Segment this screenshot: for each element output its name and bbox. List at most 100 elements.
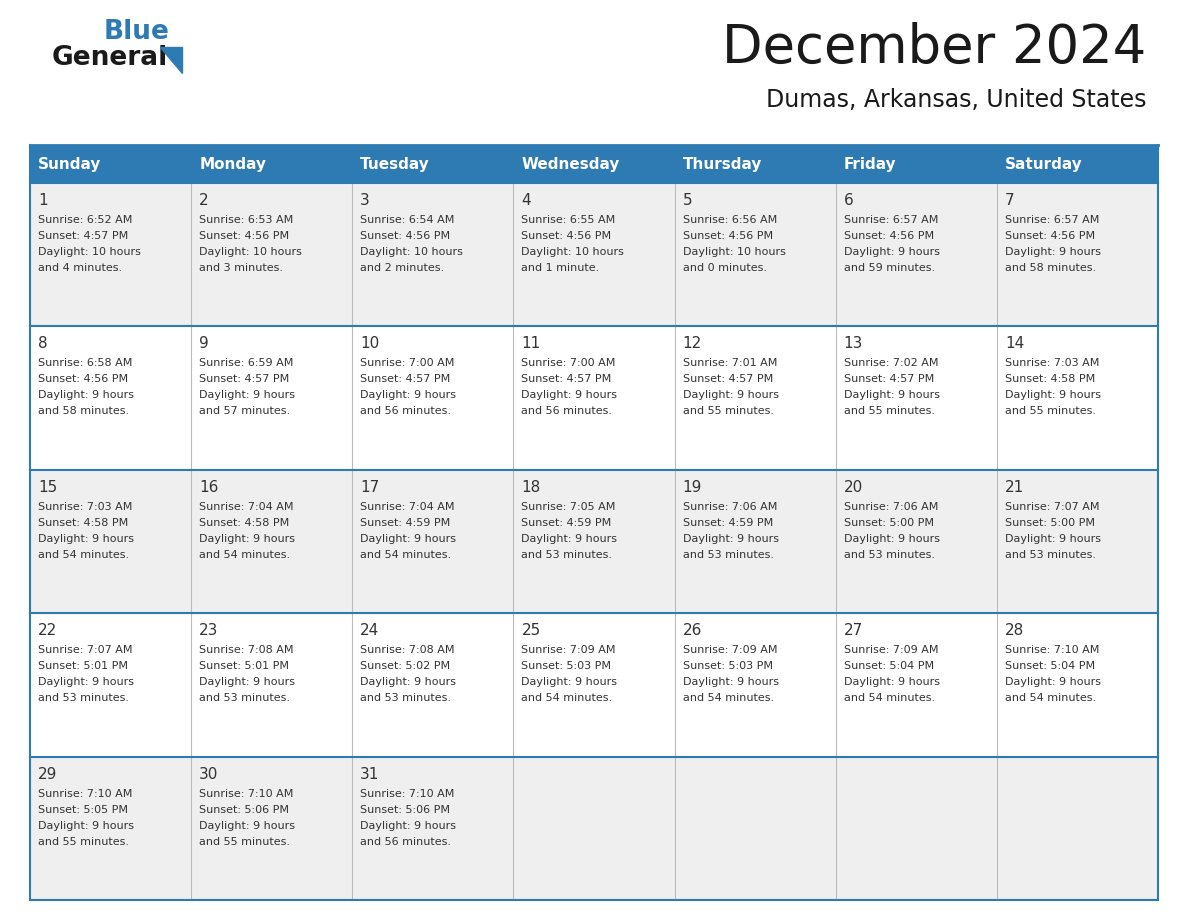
Text: Sunset: 4:56 PM: Sunset: 4:56 PM	[200, 231, 289, 241]
Text: 15: 15	[38, 480, 57, 495]
Text: 13: 13	[843, 336, 864, 352]
Text: Sunrise: 6:59 AM: Sunrise: 6:59 AM	[200, 358, 293, 368]
Text: Sunset: 4:57 PM: Sunset: 4:57 PM	[200, 375, 290, 385]
Text: Sunday: Sunday	[38, 156, 101, 172]
Text: Daylight: 9 hours: Daylight: 9 hours	[38, 677, 134, 688]
Text: Daylight: 9 hours: Daylight: 9 hours	[1005, 677, 1101, 688]
Text: Daylight: 10 hours: Daylight: 10 hours	[38, 247, 141, 257]
Text: Dumas, Arkansas, United States: Dumas, Arkansas, United States	[765, 88, 1146, 112]
Text: Daylight: 9 hours: Daylight: 9 hours	[1005, 533, 1101, 543]
Text: 25: 25	[522, 623, 541, 638]
Text: Sunset: 4:56 PM: Sunset: 4:56 PM	[360, 231, 450, 241]
Text: Daylight: 9 hours: Daylight: 9 hours	[360, 390, 456, 400]
Text: 16: 16	[200, 480, 219, 495]
Text: 18: 18	[522, 480, 541, 495]
Text: Daylight: 9 hours: Daylight: 9 hours	[1005, 247, 1101, 257]
Text: Daylight: 9 hours: Daylight: 9 hours	[1005, 390, 1101, 400]
Text: Sunrise: 6:52 AM: Sunrise: 6:52 AM	[38, 215, 132, 225]
Text: and 2 minutes.: and 2 minutes.	[360, 263, 444, 273]
Text: Sunrise: 7:03 AM: Sunrise: 7:03 AM	[1005, 358, 1099, 368]
Text: 22: 22	[38, 623, 57, 638]
Text: 11: 11	[522, 336, 541, 352]
Text: 5: 5	[683, 193, 693, 208]
Text: and 3 minutes.: and 3 minutes.	[200, 263, 283, 273]
Text: Daylight: 9 hours: Daylight: 9 hours	[522, 677, 618, 688]
Text: 17: 17	[360, 480, 379, 495]
Text: Sunset: 4:57 PM: Sunset: 4:57 PM	[360, 375, 450, 385]
Text: and 53 minutes.: and 53 minutes.	[843, 550, 935, 560]
Text: Sunset: 4:57 PM: Sunset: 4:57 PM	[843, 375, 934, 385]
Text: 10: 10	[360, 336, 379, 352]
Text: Daylight: 9 hours: Daylight: 9 hours	[843, 533, 940, 543]
Text: Sunrise: 7:10 AM: Sunrise: 7:10 AM	[200, 789, 293, 799]
Text: and 53 minutes.: and 53 minutes.	[1005, 550, 1095, 560]
Text: and 55 minutes.: and 55 minutes.	[200, 836, 290, 846]
Text: Daylight: 9 hours: Daylight: 9 hours	[200, 821, 295, 831]
Text: Sunset: 5:03 PM: Sunset: 5:03 PM	[683, 661, 772, 671]
Text: 30: 30	[200, 767, 219, 781]
Text: Sunset: 4:56 PM: Sunset: 4:56 PM	[1005, 231, 1095, 241]
Text: Daylight: 10 hours: Daylight: 10 hours	[683, 247, 785, 257]
Text: Sunset: 5:03 PM: Sunset: 5:03 PM	[522, 661, 612, 671]
Text: Sunrise: 6:57 AM: Sunrise: 6:57 AM	[1005, 215, 1099, 225]
Text: 3: 3	[360, 193, 369, 208]
Text: Sunset: 4:57 PM: Sunset: 4:57 PM	[38, 231, 128, 241]
Text: and 54 minutes.: and 54 minutes.	[843, 693, 935, 703]
Bar	[30, 470, 1158, 613]
Text: 29: 29	[38, 767, 57, 781]
Text: Sunrise: 7:00 AM: Sunrise: 7:00 AM	[522, 358, 615, 368]
Text: and 55 minutes.: and 55 minutes.	[1005, 407, 1095, 417]
Text: Sunset: 5:06 PM: Sunset: 5:06 PM	[200, 804, 289, 814]
Text: Sunrise: 6:56 AM: Sunrise: 6:56 AM	[683, 215, 777, 225]
Text: and 54 minutes.: and 54 minutes.	[360, 550, 451, 560]
Text: Sunset: 5:04 PM: Sunset: 5:04 PM	[1005, 661, 1095, 671]
Text: Monday: Monday	[200, 156, 266, 172]
Text: Daylight: 9 hours: Daylight: 9 hours	[843, 390, 940, 400]
Text: 2: 2	[200, 193, 209, 208]
Text: and 54 minutes.: and 54 minutes.	[683, 693, 773, 703]
Text: Sunrise: 6:54 AM: Sunrise: 6:54 AM	[360, 215, 455, 225]
Text: Sunrise: 7:09 AM: Sunrise: 7:09 AM	[683, 645, 777, 655]
Text: Daylight: 9 hours: Daylight: 9 hours	[200, 390, 295, 400]
Text: and 54 minutes.: and 54 minutes.	[1005, 693, 1097, 703]
Text: and 55 minutes.: and 55 minutes.	[683, 407, 773, 417]
Text: Daylight: 10 hours: Daylight: 10 hours	[522, 247, 625, 257]
Text: and 54 minutes.: and 54 minutes.	[200, 550, 290, 560]
Text: December 2024: December 2024	[722, 22, 1146, 74]
Text: Sunrise: 7:09 AM: Sunrise: 7:09 AM	[522, 645, 615, 655]
Text: 24: 24	[360, 623, 379, 638]
Text: and 53 minutes.: and 53 minutes.	[360, 693, 451, 703]
Text: Sunset: 5:01 PM: Sunset: 5:01 PM	[38, 661, 128, 671]
Text: Sunrise: 7:10 AM: Sunrise: 7:10 AM	[38, 789, 132, 799]
Text: and 56 minutes.: and 56 minutes.	[522, 407, 613, 417]
Text: and 55 minutes.: and 55 minutes.	[38, 836, 129, 846]
Text: Sunset: 4:57 PM: Sunset: 4:57 PM	[522, 375, 612, 385]
Text: Sunset: 5:02 PM: Sunset: 5:02 PM	[360, 661, 450, 671]
Text: Sunrise: 7:09 AM: Sunrise: 7:09 AM	[843, 645, 939, 655]
Text: Daylight: 9 hours: Daylight: 9 hours	[38, 533, 134, 543]
Text: Sunrise: 7:10 AM: Sunrise: 7:10 AM	[1005, 645, 1099, 655]
Text: Sunrise: 7:04 AM: Sunrise: 7:04 AM	[200, 502, 293, 512]
Text: Sunrise: 7:03 AM: Sunrise: 7:03 AM	[38, 502, 132, 512]
Text: Daylight: 9 hours: Daylight: 9 hours	[360, 821, 456, 831]
Polygon shape	[160, 47, 182, 73]
Text: 19: 19	[683, 480, 702, 495]
Text: 12: 12	[683, 336, 702, 352]
Text: Sunset: 5:01 PM: Sunset: 5:01 PM	[200, 661, 289, 671]
Text: and 0 minutes.: and 0 minutes.	[683, 263, 766, 273]
Text: Sunset: 4:58 PM: Sunset: 4:58 PM	[1005, 375, 1095, 385]
Text: Sunrise: 7:08 AM: Sunrise: 7:08 AM	[360, 645, 455, 655]
Text: and 53 minutes.: and 53 minutes.	[200, 693, 290, 703]
Text: Sunset: 5:06 PM: Sunset: 5:06 PM	[360, 804, 450, 814]
Text: and 54 minutes.: and 54 minutes.	[38, 550, 129, 560]
Text: 9: 9	[200, 336, 209, 352]
Text: Saturday: Saturday	[1005, 156, 1082, 172]
Text: Sunset: 5:05 PM: Sunset: 5:05 PM	[38, 804, 128, 814]
Text: Sunrise: 7:07 AM: Sunrise: 7:07 AM	[1005, 502, 1099, 512]
Text: and 58 minutes.: and 58 minutes.	[1005, 263, 1097, 273]
Text: Daylight: 9 hours: Daylight: 9 hours	[360, 533, 456, 543]
Text: Sunset: 4:57 PM: Sunset: 4:57 PM	[683, 375, 773, 385]
Text: Sunrise: 6:57 AM: Sunrise: 6:57 AM	[843, 215, 939, 225]
Text: Blue: Blue	[105, 19, 170, 45]
Text: Sunset: 5:00 PM: Sunset: 5:00 PM	[1005, 518, 1095, 528]
